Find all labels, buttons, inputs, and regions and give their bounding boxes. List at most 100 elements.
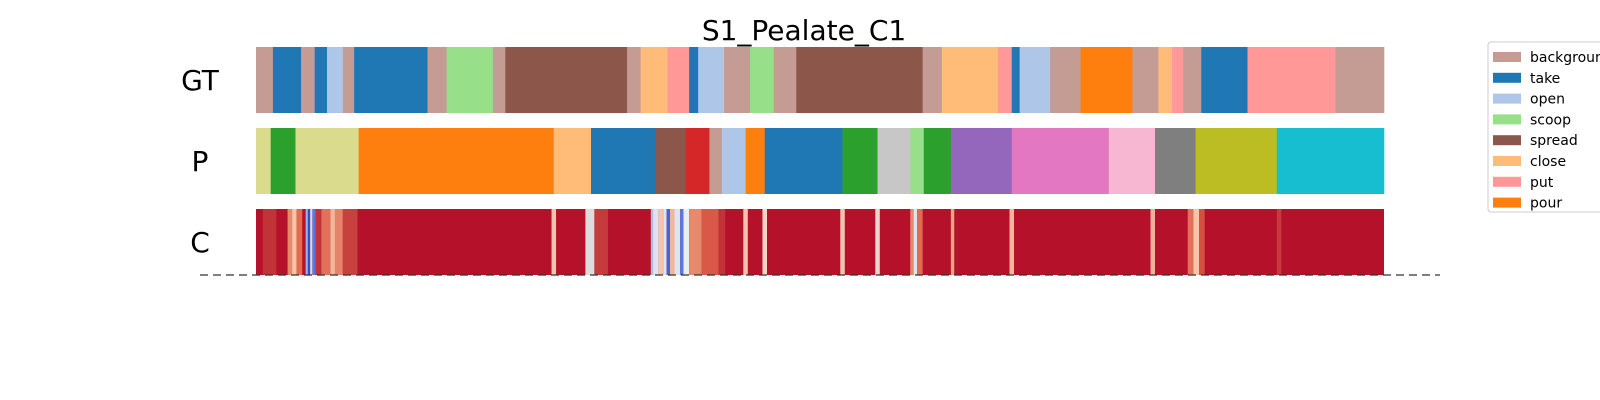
segment-take xyxy=(689,47,699,113)
segment-close xyxy=(1158,47,1173,113)
legend-label-take: take xyxy=(1530,71,1560,87)
segment-predicted xyxy=(1155,128,1196,194)
confidence-band xyxy=(666,209,670,275)
segment-put xyxy=(1247,47,1336,113)
segment-scoop xyxy=(750,47,775,113)
row-label: GT xyxy=(181,64,220,97)
segment-close xyxy=(941,47,999,113)
confidence-band xyxy=(718,209,726,275)
chart-title: S1_Pealate_C1 xyxy=(702,14,906,47)
legend-swatch-pour xyxy=(1493,197,1521,208)
confidence-band xyxy=(658,209,664,275)
segment-predicted xyxy=(745,128,766,194)
row-c: C xyxy=(190,209,1384,275)
confidence-band xyxy=(305,209,308,275)
segment-background xyxy=(301,47,315,113)
legend-label-background: backgroun xyxy=(1530,50,1600,66)
confidence-band xyxy=(594,209,608,275)
confidence-band xyxy=(663,209,667,275)
confidence-band xyxy=(1276,209,1282,275)
confidence-band xyxy=(917,209,923,275)
segment-predicted xyxy=(721,128,746,194)
legend-swatch-background xyxy=(1493,52,1521,62)
segment-background xyxy=(1132,47,1159,113)
segment-predicted xyxy=(1108,128,1156,194)
legend-swatch-take xyxy=(1493,72,1521,83)
segment-spread xyxy=(796,47,923,113)
segment-predicted xyxy=(1276,128,1385,194)
segment-background xyxy=(773,47,797,113)
segment-background xyxy=(256,47,274,113)
confidence-band xyxy=(680,209,684,275)
segment-take xyxy=(272,47,302,113)
legend-label-open: open xyxy=(1530,92,1565,108)
timeline-rows: GT P C xyxy=(181,47,1385,275)
confidence-band xyxy=(296,209,303,275)
confidence-band xyxy=(950,209,955,275)
segment-put xyxy=(667,47,690,113)
confidence-band xyxy=(262,209,277,275)
segment-predicted xyxy=(553,128,592,194)
confidence-band xyxy=(840,209,845,275)
confidence-band xyxy=(287,209,293,275)
confidence-band xyxy=(585,209,595,275)
row-label: P xyxy=(192,145,209,178)
segment-predicted xyxy=(655,128,687,194)
confidence-band xyxy=(334,209,343,275)
segment-take xyxy=(354,47,428,113)
segment-spread xyxy=(505,47,628,113)
confidence-band xyxy=(1187,209,1194,275)
segment-close xyxy=(640,47,669,113)
legend-label-put: put xyxy=(1530,175,1554,191)
segment-predicted xyxy=(923,128,952,194)
confidence-band xyxy=(312,209,316,275)
segment-background xyxy=(1335,47,1385,113)
legend-swatch-spread xyxy=(1493,135,1521,146)
segment-take xyxy=(1201,47,1248,113)
segment-predicted xyxy=(295,128,359,194)
confidence-band xyxy=(315,209,322,275)
segment-predicted xyxy=(256,128,271,194)
confidence-band xyxy=(1199,209,1205,275)
confidence-band xyxy=(1009,209,1015,275)
segment-background xyxy=(724,47,751,113)
segment-open xyxy=(327,47,344,113)
row-gt: GT xyxy=(181,47,1385,113)
legend-swatch-open xyxy=(1493,93,1521,104)
confidence-band xyxy=(342,209,358,275)
confidence-band xyxy=(551,209,557,275)
segment-put xyxy=(998,47,1013,113)
segment-background xyxy=(492,47,506,113)
legend-swatch-scoop xyxy=(1493,114,1521,125)
segment-take xyxy=(1011,47,1020,113)
legend-swatch-put xyxy=(1493,176,1521,187)
segment-open xyxy=(698,47,725,113)
segment-predicted xyxy=(950,128,1013,194)
segment-predicted xyxy=(877,128,911,194)
legend-label-close: close xyxy=(1530,154,1566,170)
confidence-band xyxy=(669,209,675,275)
confidence-band xyxy=(650,209,654,275)
segment-background xyxy=(1183,47,1202,113)
confidence-band xyxy=(689,209,702,275)
segment-predicted xyxy=(764,128,843,194)
confidence-band xyxy=(875,209,880,275)
confidence-band xyxy=(913,209,917,275)
segment-open xyxy=(1019,47,1051,113)
segment-scoop xyxy=(446,47,494,113)
confidence-band xyxy=(674,209,681,275)
segment-predicted xyxy=(685,128,710,194)
legend-label-scoop: scoop xyxy=(1530,112,1571,128)
row-label: C xyxy=(190,226,210,259)
segment-take xyxy=(314,47,328,113)
confidence-band xyxy=(701,209,719,275)
segment-predicted xyxy=(591,128,656,194)
legend-swatch-close xyxy=(1493,156,1521,166)
segment-predicted xyxy=(270,128,296,194)
segment-background xyxy=(922,47,943,113)
confidence-band xyxy=(653,209,659,275)
segment-background xyxy=(627,47,641,113)
confidence-base xyxy=(256,209,1384,275)
legend-label-pour: pour xyxy=(1530,196,1562,212)
